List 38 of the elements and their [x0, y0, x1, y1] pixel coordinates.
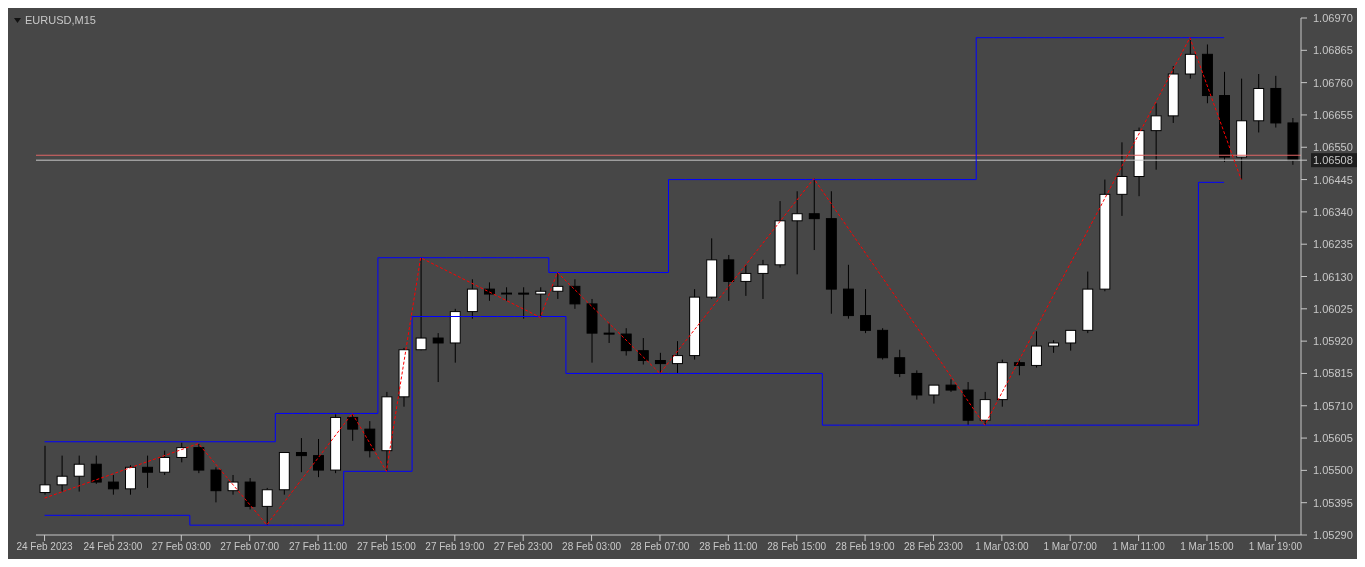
y-tick-label: 1.05815 — [1313, 367, 1353, 380]
x-tick-label: 27 Feb 11:00 — [288, 541, 348, 553]
y-tick-label: 1.05710 — [1313, 399, 1353, 412]
x-tick-label: 1 Mar 07:00 — [1043, 541, 1098, 553]
x-tick-label: 24 Feb 2023 — [16, 541, 74, 553]
x-tick-label: 1 Mar 11:00 — [1112, 541, 1166, 553]
x-tick-label: 28 Feb 03:00 — [562, 541, 622, 553]
y-tick-label: 1.06970 — [1313, 12, 1353, 24]
y-tick-label: 1.06865 — [1313, 44, 1353, 57]
x-tick-label: 28 Feb 23:00 — [904, 541, 964, 553]
y-tick-label: 1.05500 — [1313, 464, 1353, 477]
x-tick-label: 1 Mar 19:00 — [1248, 541, 1303, 553]
x-tick-label: 24 Feb 23:00 — [83, 541, 143, 553]
x-tick-label: 28 Feb 15:00 — [767, 541, 827, 553]
x-tick-label: 28 Feb 11:00 — [699, 541, 758, 553]
y-tick-label: 1.06760 — [1313, 76, 1353, 89]
y-tick-label: 1.06508 — [1313, 154, 1353, 167]
x-tick-label: 27 Feb 07:00 — [220, 541, 280, 553]
y-tick-label: 1.06445 — [1313, 173, 1353, 186]
y-tick-label: 1.06130 — [1313, 270, 1353, 283]
x-tick-label: 1 Mar 15:00 — [1180, 541, 1235, 553]
x-tick-label: 27 Feb 03:00 — [151, 541, 212, 553]
x-tick-label: 27 Feb 23:00 — [493, 541, 554, 553]
x-tick-label: 1 Mar 03:00 — [975, 541, 1029, 553]
y-tick-label: 1.06025 — [1313, 302, 1353, 315]
y-tick-label: 1.05395 — [1313, 496, 1353, 509]
y-tick-label: 1.06550 — [1313, 141, 1353, 154]
x-tick-label: 27 Feb 19:00 — [425, 541, 485, 553]
chart-title: EURUSD,M15 — [25, 14, 96, 26]
y-tick-label: 1.06235 — [1313, 238, 1353, 251]
x-tick-label: 28 Feb 07:00 — [630, 541, 690, 553]
x-tick-label: 28 Feb 19:00 — [835, 541, 895, 553]
y-tick-label: 1.05605 — [1313, 432, 1353, 445]
y-tick-label: 1.05290 — [1313, 529, 1353, 541]
y-tick-label: 1.06340 — [1313, 205, 1353, 218]
y-tick-label: 1.05920 — [1313, 335, 1353, 348]
y-tick-label: 1.06655 — [1313, 108, 1353, 121]
x-tick-label: 27 Feb 15:00 — [356, 541, 417, 553]
